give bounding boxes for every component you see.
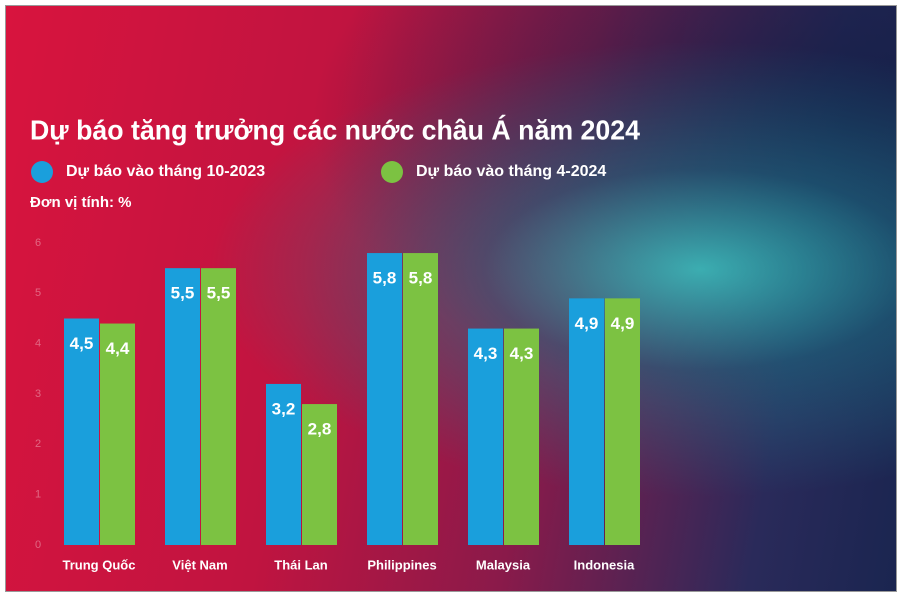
value-label: 5,8 xyxy=(373,269,397,288)
value-label: 3,2 xyxy=(272,399,296,418)
bar xyxy=(266,383,301,545)
value-label: 4,9 xyxy=(575,314,599,333)
value-label: 5,5 xyxy=(207,284,231,303)
legend-swatch xyxy=(381,161,403,183)
bar xyxy=(302,404,337,545)
x-tick-label: Thái Lan xyxy=(274,557,328,572)
y-tick-label: 1 xyxy=(35,489,41,501)
chart-subtitle: Đơn vị tính: % xyxy=(30,194,132,211)
value-label: 2,8 xyxy=(308,420,332,439)
bar xyxy=(504,328,539,545)
x-tick-label: Malaysia xyxy=(476,557,531,572)
y-tick-label: 4 xyxy=(35,338,41,350)
y-tick-label: 3 xyxy=(35,388,41,400)
value-label: 4,5 xyxy=(70,334,94,353)
bar xyxy=(64,318,99,545)
value-label: 4,3 xyxy=(474,344,498,363)
value-label: 4,3 xyxy=(510,344,534,363)
y-tick-label: 6 xyxy=(35,237,41,249)
bar xyxy=(403,253,438,546)
value-label: 5,8 xyxy=(409,269,433,288)
chart-title: Dự báo tăng trưởng các nước châu Á năm 2… xyxy=(30,114,640,145)
x-tick-label: Việt Nam xyxy=(172,557,227,572)
bar xyxy=(367,253,402,546)
bar xyxy=(165,268,200,545)
y-tick-label: 5 xyxy=(35,287,41,299)
legend-label: Dự báo vào tháng 10-2023 xyxy=(66,163,265,180)
legend-label: Dự báo vào tháng 4-2024 xyxy=(416,163,606,180)
x-tick-label: Indonesia xyxy=(574,557,635,572)
background xyxy=(5,5,897,592)
value-label: 4,9 xyxy=(611,314,635,333)
y-tick-label: 0 xyxy=(35,539,41,551)
x-tick-label: Trung Quốc xyxy=(63,557,136,572)
bar xyxy=(569,298,604,545)
value-label: 5,5 xyxy=(171,284,195,303)
bar xyxy=(468,328,503,545)
value-label: 4,4 xyxy=(106,339,130,358)
bar xyxy=(605,298,640,545)
bar xyxy=(100,323,135,545)
legend-swatch xyxy=(31,161,53,183)
y-tick-label: 2 xyxy=(35,438,41,450)
bar xyxy=(201,268,236,545)
x-tick-label: Philippines xyxy=(367,557,436,572)
